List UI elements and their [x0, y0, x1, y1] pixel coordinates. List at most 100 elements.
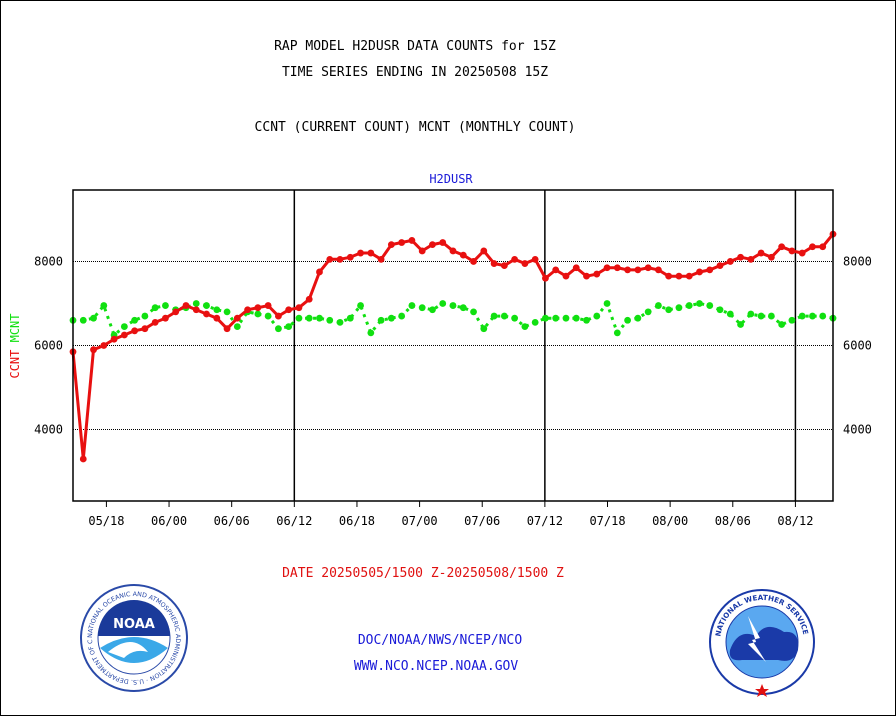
data-point-mcnt	[131, 316, 139, 324]
data-point-mcnt	[665, 306, 673, 314]
data-point-mcnt	[316, 314, 323, 322]
x-tick-label: 06/12	[276, 514, 312, 528]
y-tick-label-left: 8000	[34, 254, 63, 268]
data-point-ccnt	[521, 260, 529, 267]
data-point-ccnt	[778, 243, 786, 251]
data-point-ccnt	[675, 272, 683, 280]
data-point-ccnt	[490, 260, 498, 267]
data-point-ccnt	[459, 251, 467, 259]
data-point-ccnt	[377, 255, 385, 263]
data-point-mcnt	[655, 302, 662, 309]
x-tick-label: 08/12	[777, 514, 813, 528]
data-point-mcnt	[737, 321, 744, 328]
data-point-ccnt	[726, 258, 734, 265]
data-point-ccnt	[767, 253, 775, 261]
data-point-mcnt	[223, 308, 231, 316]
data-point-ccnt	[316, 268, 323, 276]
data-point-mcnt	[357, 302, 364, 309]
data-point-mcnt	[336, 318, 344, 326]
chart-title-line1: RAP MODEL H2DUSR DATA COUNTS for 15Z	[274, 39, 556, 54]
data-point-mcnt	[459, 304, 467, 312]
data-point-ccnt	[500, 262, 508, 270]
data-point-mcnt	[470, 308, 477, 316]
data-point-ccnt	[254, 304, 262, 312]
data-point-ccnt	[665, 272, 673, 280]
data-point-mcnt	[726, 310, 734, 318]
data-point-ccnt	[192, 306, 200, 314]
data-point-mcnt	[788, 316, 796, 324]
data-point-mcnt	[120, 323, 128, 330]
data-point-ccnt	[552, 266, 560, 274]
data-point-mcnt	[624, 316, 631, 324]
data-point-ccnt	[542, 274, 549, 282]
data-point-ccnt	[716, 262, 724, 270]
data-point-mcnt	[285, 323, 293, 330]
data-point-mcnt	[778, 321, 786, 328]
x-tick-label: 06/06	[214, 514, 250, 528]
data-point-mcnt	[798, 312, 806, 320]
data-point-ccnt	[613, 264, 621, 272]
data-point-ccnt	[624, 266, 631, 274]
data-point-ccnt	[264, 302, 272, 309]
data-point-mcnt	[583, 316, 590, 324]
data-point-ccnt	[244, 306, 251, 314]
data-point-ccnt	[120, 331, 128, 339]
data-point-mcnt	[809, 312, 816, 320]
x-tick-label: 07/00	[402, 514, 438, 528]
x-tick-label: 05/18	[88, 514, 124, 528]
data-point-mcnt	[490, 312, 498, 320]
data-point-ccnt	[100, 342, 108, 349]
data-point-ccnt	[367, 249, 375, 257]
data-point-ccnt	[572, 264, 580, 272]
data-point-mcnt	[593, 312, 601, 320]
data-point-ccnt	[398, 239, 406, 246]
data-point-ccnt	[233, 314, 241, 322]
data-point-mcnt	[398, 312, 406, 320]
data-point-mcnt	[418, 304, 426, 312]
data-point-mcnt	[79, 316, 87, 324]
y-tick-label-right: 8000	[843, 254, 872, 268]
data-point-ccnt	[141, 325, 149, 333]
data-point-mcnt	[572, 314, 580, 322]
data-point-mcnt	[326, 316, 334, 324]
data-point-mcnt	[716, 306, 724, 314]
y-tick-label-right: 4000	[843, 423, 872, 437]
data-point-ccnt	[788, 247, 796, 255]
data-point-ccnt	[223, 325, 231, 333]
data-point-ccnt	[90, 346, 97, 354]
data-point-mcnt	[429, 306, 436, 314]
url-link[interactable]: WWW.NCO.NCEP.NOAA.GOV	[353, 659, 519, 674]
data-point-ccnt	[737, 253, 744, 261]
data-point-ccnt	[531, 255, 539, 263]
data-point-mcnt	[100, 302, 108, 309]
data-point-mcnt	[305, 314, 313, 322]
data-point-ccnt	[809, 243, 816, 251]
data-point-mcnt	[275, 325, 282, 333]
y-tick-label-right: 6000	[843, 339, 872, 353]
data-point-mcnt	[408, 302, 416, 309]
data-point-mcnt	[511, 314, 519, 322]
data-point-mcnt	[387, 314, 395, 322]
data-point-ccnt	[387, 241, 395, 249]
data-point-mcnt	[819, 312, 827, 320]
data-point-ccnt	[603, 264, 611, 272]
data-point-mcnt	[141, 312, 149, 320]
data-point-ccnt	[305, 295, 313, 303]
y-axis-label-ccnt: CCNT	[8, 342, 22, 378]
org-text: DOC/NOAA/NWS/NCEP/NCO	[357, 633, 523, 648]
data-point-mcnt	[162, 302, 169, 309]
data-point-mcnt	[603, 300, 611, 307]
data-point-mcnt	[213, 306, 221, 314]
data-point-ccnt	[418, 247, 426, 255]
data-point-ccnt	[408, 237, 416, 244]
data-point-ccnt	[562, 272, 570, 280]
data-point-mcnt	[767, 312, 775, 320]
data-point-mcnt	[480, 325, 488, 333]
data-point-mcnt	[644, 308, 652, 316]
data-point-mcnt	[634, 314, 642, 322]
data-point-ccnt	[480, 247, 488, 255]
data-point-mcnt	[500, 312, 508, 320]
data-point-ccnt	[213, 314, 221, 322]
data-point-ccnt	[336, 255, 344, 263]
data-point-ccnt	[172, 308, 180, 316]
